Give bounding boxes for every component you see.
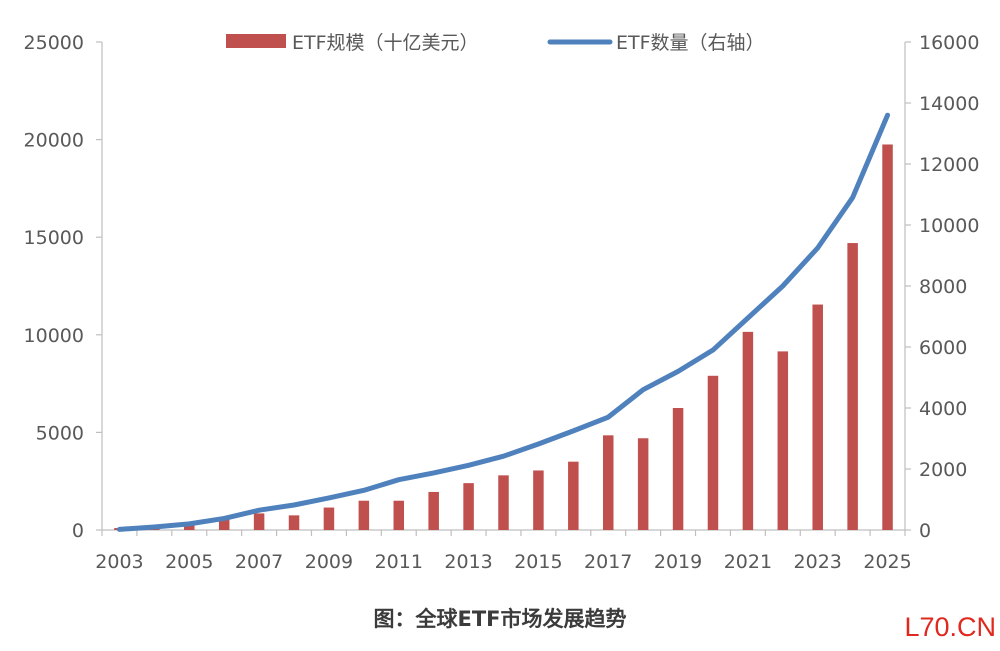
y-right-tick-label: 6000	[919, 337, 967, 359]
x-tick-label: 2013	[444, 551, 492, 573]
axes	[96, 41, 911, 536]
legend-swatch-bar	[226, 34, 286, 48]
tick-labels: 0 5000 10000 15000 20000 25000 0 2000 4000 6000 80…	[24, 32, 980, 573]
legend: ETF规模（十亿美元） ETF数量（右轴）	[226, 32, 765, 54]
bar	[637, 438, 649, 530]
y-left-tick-label: 25000	[24, 32, 84, 54]
y-left-tick-label: 0	[72, 520, 84, 542]
x-tick-label: 2015	[514, 551, 562, 573]
bar	[672, 408, 684, 530]
bar	[358, 500, 370, 530]
bar	[463, 483, 474, 530]
bar	[253, 513, 265, 530]
bar	[533, 470, 544, 530]
x-tick-label: 2019	[654, 551, 702, 573]
x-tick-label: 2005	[165, 551, 213, 573]
bar	[742, 331, 754, 530]
x-tick-label: 2009	[305, 551, 353, 573]
bar	[393, 500, 405, 530]
y-right-tick-label: 14000	[919, 93, 979, 115]
bar-series	[114, 144, 893, 531]
legend-label-line: ETF数量（右轴）	[616, 32, 765, 54]
figure-caption: 图：全球ETF市场发展趋势	[373, 607, 627, 631]
x-tick-label: 2021	[724, 551, 772, 573]
y-right-tick-label: 4000	[919, 398, 967, 420]
x-tick-label: 2007	[235, 551, 283, 573]
bar	[288, 515, 300, 530]
line-path	[116, 112, 891, 532]
x-tick-label: 2025	[863, 551, 911, 573]
y-left-tick-label: 20000	[24, 130, 84, 152]
bar	[184, 524, 195, 530]
bar	[428, 491, 439, 530]
bar	[568, 461, 579, 530]
x-tick-label: 2023	[794, 551, 842, 573]
bar	[498, 475, 509, 530]
bar	[707, 375, 719, 530]
y-left-tick-label: 10000	[24, 325, 84, 347]
y-right-tick-label: 12000	[919, 154, 979, 176]
y-right-tick-label: 10000	[919, 215, 979, 237]
bar	[847, 243, 858, 530]
y-right-tick-label: 0	[919, 520, 931, 542]
bar	[777, 351, 789, 530]
bar	[602, 435, 614, 530]
legend-label-bar: ETF规模（十亿美元）	[292, 32, 479, 54]
bar	[323, 507, 335, 530]
y-left-tick-label: 15000	[24, 227, 84, 249]
y-right-tick-label: 8000	[919, 276, 967, 298]
bar	[882, 144, 893, 531]
bar	[812, 304, 823, 530]
line-series	[116, 112, 891, 532]
y-right-tick-label: 16000	[919, 32, 979, 54]
bar	[218, 519, 230, 530]
y-left-tick-label: 5000	[36, 422, 84, 444]
x-tick-label: 2017	[584, 551, 632, 573]
x-tick-label: 2011	[375, 551, 423, 573]
y-right-tick-label: 2000	[919, 459, 967, 481]
watermark: L70.CN	[904, 612, 996, 642]
x-tick-label: 2003	[95, 551, 143, 573]
